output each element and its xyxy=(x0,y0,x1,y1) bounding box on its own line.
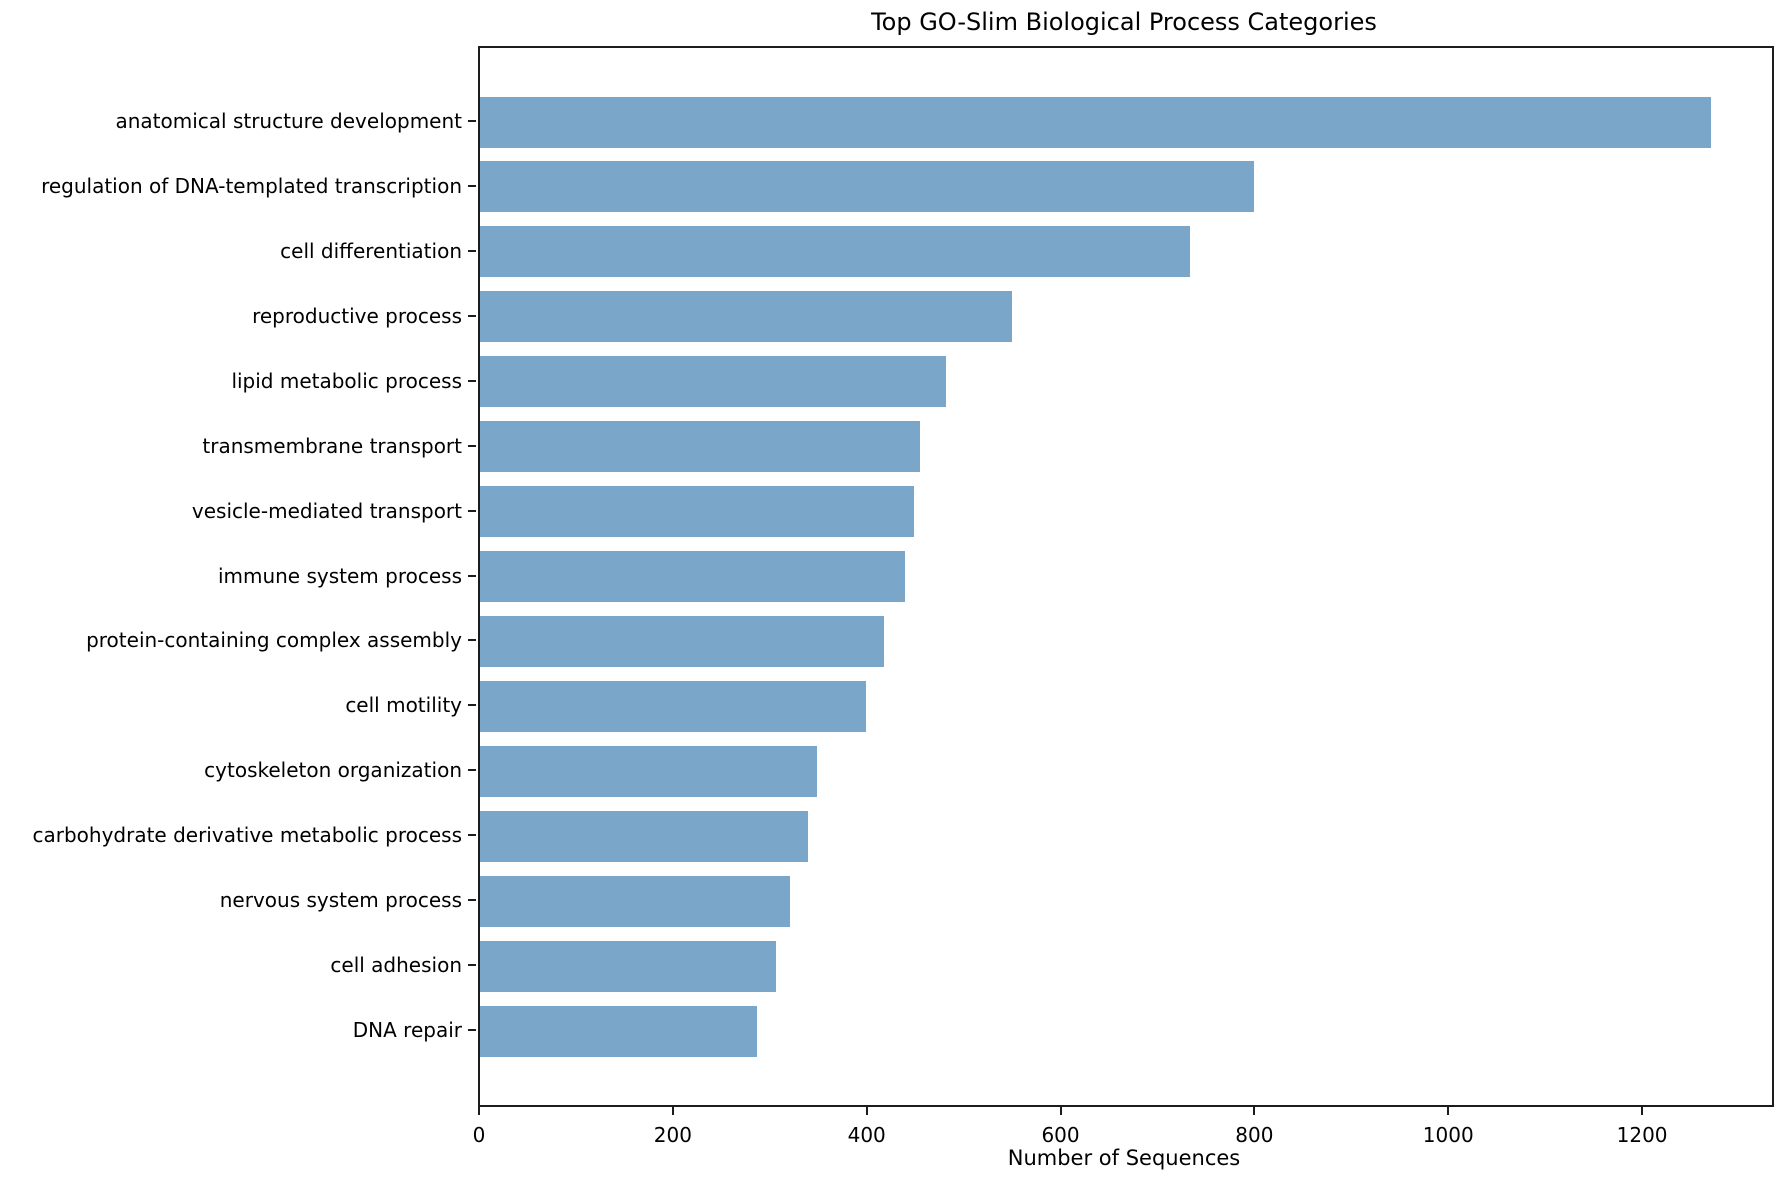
y-tick-label: immune system process xyxy=(217,563,462,588)
x-tick-label: 1000 xyxy=(1422,1123,1474,1147)
x-tick-mark xyxy=(1447,1107,1450,1115)
y-tick-mark xyxy=(468,120,476,122)
x-tick-mark xyxy=(671,1107,674,1115)
y-tick-mark xyxy=(468,249,476,252)
y-tick-mark xyxy=(468,509,476,512)
bar-cell-adhesion xyxy=(480,940,776,992)
x-tick-label: 600 xyxy=(1041,1123,1080,1147)
y-tick-mark xyxy=(468,769,476,772)
bar-transmembrane-transport xyxy=(480,421,921,473)
y-tick-label: cell motility xyxy=(345,693,462,718)
y-tick-mark xyxy=(468,704,476,707)
bar-protein-containing-complex-assembly xyxy=(480,615,885,667)
y-tick-mark xyxy=(468,1029,476,1032)
bar-carbohydrate-derivative-metabolic-process xyxy=(480,810,808,862)
y-tick-label: vesicle-mediated transport xyxy=(191,498,462,523)
y-tick-label: DNA repair xyxy=(352,1018,462,1043)
y-tick-label: cell adhesion xyxy=(330,953,462,978)
y-tick-label: lipid metabolic process xyxy=(231,368,462,393)
x-tick-label: 800 xyxy=(1235,1123,1274,1147)
y-tick-label: transmembrane transport xyxy=(202,433,462,458)
y-tick-label: anatomical structure development xyxy=(115,109,462,133)
y-tick-label: nervous system process xyxy=(219,888,462,913)
bar-reproductive-process xyxy=(480,291,1013,343)
bar-cell-motility xyxy=(480,680,866,732)
x-tick-label: 0 xyxy=(472,1123,486,1147)
bar-cytoskeleton-organization xyxy=(480,745,818,797)
x-tick-mark xyxy=(1641,1107,1644,1115)
y-tick-mark xyxy=(468,444,476,447)
y-tick-label: carbohydrate derivative metabolic proces… xyxy=(32,823,462,848)
y-tick-mark xyxy=(468,639,476,642)
y-tick-mark xyxy=(468,964,476,967)
x-tick-mark xyxy=(865,1107,868,1115)
chart-title: Top GO-Slim Biological Process Categorie… xyxy=(871,8,1377,36)
y-tick-label: protein-containing complex assembly xyxy=(86,628,462,653)
y-tick-label: cytoskeleton organization xyxy=(204,758,462,783)
x-tick-mark xyxy=(1059,1107,1062,1115)
x-tick-label: 1200 xyxy=(1616,1123,1668,1147)
x-axis-label: Number of Sequences xyxy=(1007,1146,1241,1170)
y-tick-label: regulation of DNA-templated transcriptio… xyxy=(41,173,462,198)
bar-lipid-metabolic-process xyxy=(480,356,947,408)
x-tick-mark xyxy=(1253,1107,1256,1115)
x-tick-mark xyxy=(478,1107,480,1115)
y-tick-mark xyxy=(468,379,476,382)
y-tick-label: reproductive process xyxy=(252,303,462,328)
bar-vesicle-mediated-transport xyxy=(480,486,915,538)
bar-regulation-of-dna-templated-transcription xyxy=(480,161,1255,213)
bar-anatomical-structure-development xyxy=(480,96,1711,148)
y-tick-mark xyxy=(468,314,476,317)
y-tick-label: cell differentiation xyxy=(280,238,462,263)
x-tick-label: 400 xyxy=(847,1123,886,1147)
bar-nervous-system-process xyxy=(480,875,791,927)
plot-area xyxy=(478,46,1774,1107)
y-tick-mark xyxy=(468,834,476,837)
y-tick-mark xyxy=(468,574,476,577)
x-tick-label: 200 xyxy=(653,1123,692,1147)
bar-dna-repair xyxy=(480,1005,758,1057)
bar-immune-system-process xyxy=(480,551,905,602)
y-tick-mark xyxy=(468,184,476,187)
bar-cell-differentiation xyxy=(480,226,1191,278)
y-tick-mark xyxy=(468,899,476,902)
